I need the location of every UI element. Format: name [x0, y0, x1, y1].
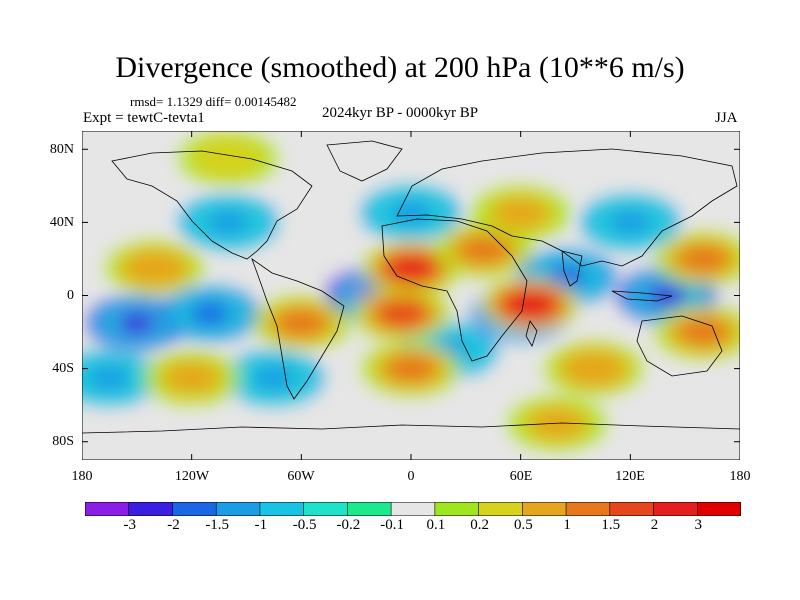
period-label: 2024kyr BP - 0000kyr BP [322, 105, 479, 121]
lon-label-120e: 120E [615, 469, 645, 484]
anomaly-region [385, 199, 437, 228]
anomaly-region [568, 354, 620, 383]
colorbar-swatch [259, 502, 305, 516]
colorbar-label: 0.1 [426, 517, 446, 533]
anomaly-region [185, 300, 234, 327]
colorbar-swatch [697, 502, 741, 516]
colorbar-swatch [566, 502, 611, 516]
anomaly-region [677, 318, 729, 347]
colorbar-label: -0.5 [292, 517, 317, 533]
lon-label-180w: 180 [71, 469, 93, 484]
anomaly-region [113, 310, 160, 336]
anomaly-region [458, 235, 510, 264]
colorbar-label: 1.5 [601, 517, 621, 533]
colorbar-swatch [434, 502, 480, 516]
plot-title: Divergence (smoothed) at 200 hPa (10**6 … [115, 51, 685, 84]
colorbar-label: 0.2 [470, 517, 489, 533]
colorbar-swatch [85, 502, 130, 516]
anomaly-region [677, 244, 729, 273]
anomaly-region [492, 197, 549, 229]
lon-label-120w: 120W [174, 469, 210, 484]
divergence-map [82, 131, 740, 460]
colorbar-label: -2 [167, 517, 180, 533]
colorbar-swatch [522, 502, 567, 516]
colorbar-swatch [609, 502, 655, 516]
anomaly-region [200, 143, 257, 174]
lat-label-80n: 80N [49, 142, 74, 157]
colorbar-label: -1.5 [205, 517, 230, 533]
lon-label-180e: 180 [729, 469, 751, 484]
experiment-label: Expt = tewtC-tevta1 [83, 110, 205, 126]
season-label: JJA [715, 110, 738, 126]
colorbar-swatch [478, 502, 523, 516]
anomaly-region [129, 254, 181, 283]
anomaly-region [248, 363, 300, 392]
colorbar-swatch [172, 502, 217, 516]
colorbar-swatch [128, 502, 173, 516]
colorbar-label: -0.2 [336, 517, 361, 533]
colorbar-swatch [347, 502, 392, 516]
lat-label-40n: 40N [49, 215, 74, 230]
lat-label-80s: 80S [52, 434, 74, 449]
colorbar-label: 2 [650, 517, 659, 533]
colorbar [85, 502, 741, 516]
rmsd-diff-stats: rmsd= 1.1329 diff= 0.00145482 [130, 94, 297, 109]
anomaly-region [385, 354, 437, 383]
anomaly-region [377, 300, 426, 327]
anomaly-region [507, 292, 553, 317]
anomaly-region [604, 208, 656, 237]
colorbar-label: -3 [123, 517, 136, 533]
anomaly-region [275, 308, 327, 337]
anomaly-region [202, 208, 254, 237]
lon-label-60e: 60E [509, 469, 533, 484]
anomaly-region [163, 362, 220, 394]
colorbar-label: 1 [563, 517, 571, 533]
lon-label-0: 0 [407, 469, 415, 484]
lat-label-40s: 40S [52, 361, 74, 376]
colorbar-label: -1 [254, 517, 268, 533]
colorbar-swatch [216, 502, 261, 516]
colorbar-label: 3 [694, 517, 703, 533]
anomaly-region [388, 255, 434, 281]
lon-label-60w: 60W [287, 469, 315, 484]
colorbar-swatch [653, 502, 698, 516]
coastlines [82, 140, 740, 434]
lat-label-0: 0 [67, 288, 74, 303]
anomaly-region [83, 363, 135, 392]
colorbar-label: 0.5 [513, 517, 533, 533]
colorbar-swatch [303, 502, 348, 516]
colorbar-label: -0.1 [380, 517, 404, 533]
colorbar-swatch [391, 502, 436, 516]
